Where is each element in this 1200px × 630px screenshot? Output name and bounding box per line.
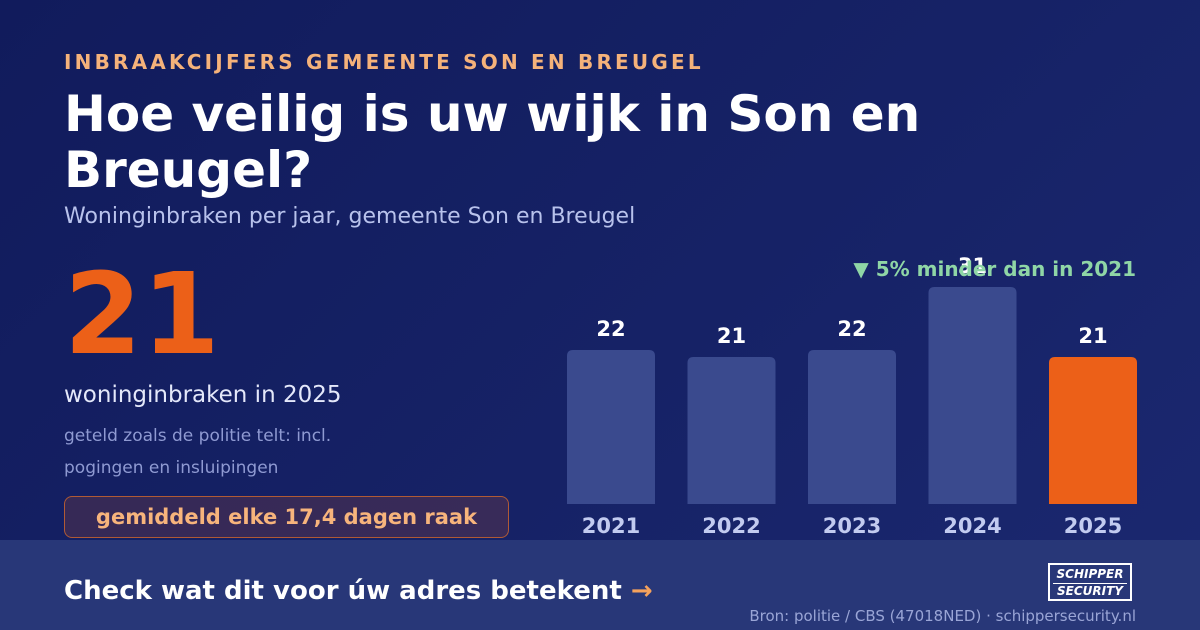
highlight-number: 21 [64,250,220,380]
tick-label-2022: 2022 [702,514,760,538]
tick-label-2023: 2023 [823,514,881,538]
counting-note: geteld zoals de politie telt: incl. pogi… [64,426,332,478]
logo-line-2: SECURITY [1053,583,1127,599]
data-label-2022: 21 [717,324,746,348]
highlight-caption: woninginbraken in 2025 [64,382,342,408]
frequency-callout: gemiddeld elke 17,4 dagen raak [64,496,509,538]
brand-logo: SCHIPPER SECURITY [1048,563,1132,601]
delta-label: ▼ 5% minder dan in 2021 [853,257,1136,281]
page-title: Hoe veilig is uw wijk in Son en Breugel? [64,85,921,199]
bar-2022 [687,357,776,504]
cta-text: Check wat dit voor úw adres betekent [64,576,622,606]
bar-2023 [808,350,896,504]
tick-label-2024: 2024 [943,514,1001,538]
arrow-right-icon: → [630,576,653,606]
bar-chart: 22 2021 21 2022 22 2023 31 2024 21 2025 [567,254,1137,538]
data-label-2023: 22 [837,317,866,341]
footer-bar [0,540,1200,630]
data-label-2024: 31 [958,254,987,278]
eyebrow-label: INBRAAKCIJFERS GEMEENTE SON EN BREUGEL [64,50,704,74]
data-label-2021: 22 [596,317,625,341]
logo-line-1: SCHIPPER [1056,567,1124,581]
bar-2021 [567,350,655,504]
chart-subtitle: Woninginbraken per jaar, gemeente Son en… [64,204,636,229]
bar-2025 [1049,357,1137,504]
bar-2024 [928,287,1017,504]
data-label-2025: 21 [1078,324,1107,348]
cta-link[interactable]: Check wat dit voor úw adres betekent → [64,576,653,606]
source-note: Bron: politie / CBS (47018NED) · schippe… [749,607,1136,625]
tick-label-2021: 2021 [582,514,640,538]
tick-label-2025: 2025 [1064,514,1122,538]
